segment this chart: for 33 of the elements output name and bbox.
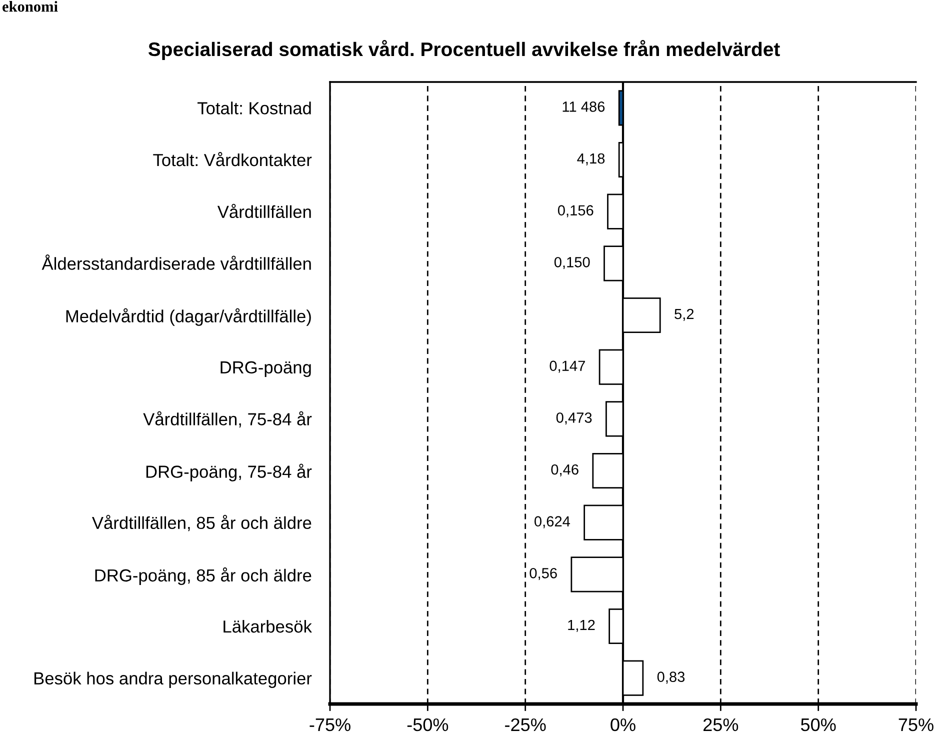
annotation: 0,156 xyxy=(558,205,594,218)
y-tick-label: Totalt: Kostnad xyxy=(198,102,311,114)
x-tick-label: -25% xyxy=(505,718,546,732)
x-tick-label: 25% xyxy=(704,718,738,732)
x-tick-label: 50% xyxy=(800,718,836,732)
x-tick-label: 0% xyxy=(610,718,636,732)
y-tick-label: Medelvårdtid (dagar/vårdtillfälle) xyxy=(66,308,311,326)
x-tick-label: 75% xyxy=(898,718,934,732)
y-tick-label: DRG-poäng, 75-84 år xyxy=(146,464,312,482)
annotation: 0,624 xyxy=(534,516,570,528)
y-tick-label: Besök hos andra personalkategorier xyxy=(34,672,312,688)
y-tick-label: DRG-poäng, 85 år och äldre xyxy=(95,567,312,586)
annotation: 0,46 xyxy=(551,464,578,476)
y-tick-label: DRG-poäng xyxy=(220,361,311,377)
annotation: 0,473 xyxy=(556,412,592,425)
annotation: 0,147 xyxy=(550,360,585,373)
y-tick-label: Läkarbesök xyxy=(224,620,312,633)
annotation: 5,2 xyxy=(674,308,694,321)
text: ekonomi xyxy=(2,1,58,12)
annotation: 0,56 xyxy=(530,568,557,580)
annotation: 4,18 xyxy=(577,153,605,166)
y-tick-label: Åldersstandardiserade vårdtillfällen xyxy=(42,254,311,270)
annotation: 0,150 xyxy=(554,257,590,270)
annotation: 0,83 xyxy=(657,672,685,684)
y-tick-label: Vårdtillfällen, 85 år och äldre xyxy=(92,514,312,532)
annotation: 1,12 xyxy=(568,620,595,632)
x-tick-label: -50% xyxy=(407,718,448,732)
x-tick-label: -75% xyxy=(310,718,350,732)
y-tick-label: Vårdtillfällen xyxy=(217,204,311,218)
y-tick-label: Totalt: Vårdkontakter xyxy=(153,152,312,166)
chart-title: Specialiserad somatisk vård. Procentuell avvikelse från medelvärdet xyxy=(148,40,780,60)
y-tick-label: Vårdtillfällen, 75-84 år xyxy=(143,411,312,428)
annotation: 11 486 xyxy=(562,102,605,112)
